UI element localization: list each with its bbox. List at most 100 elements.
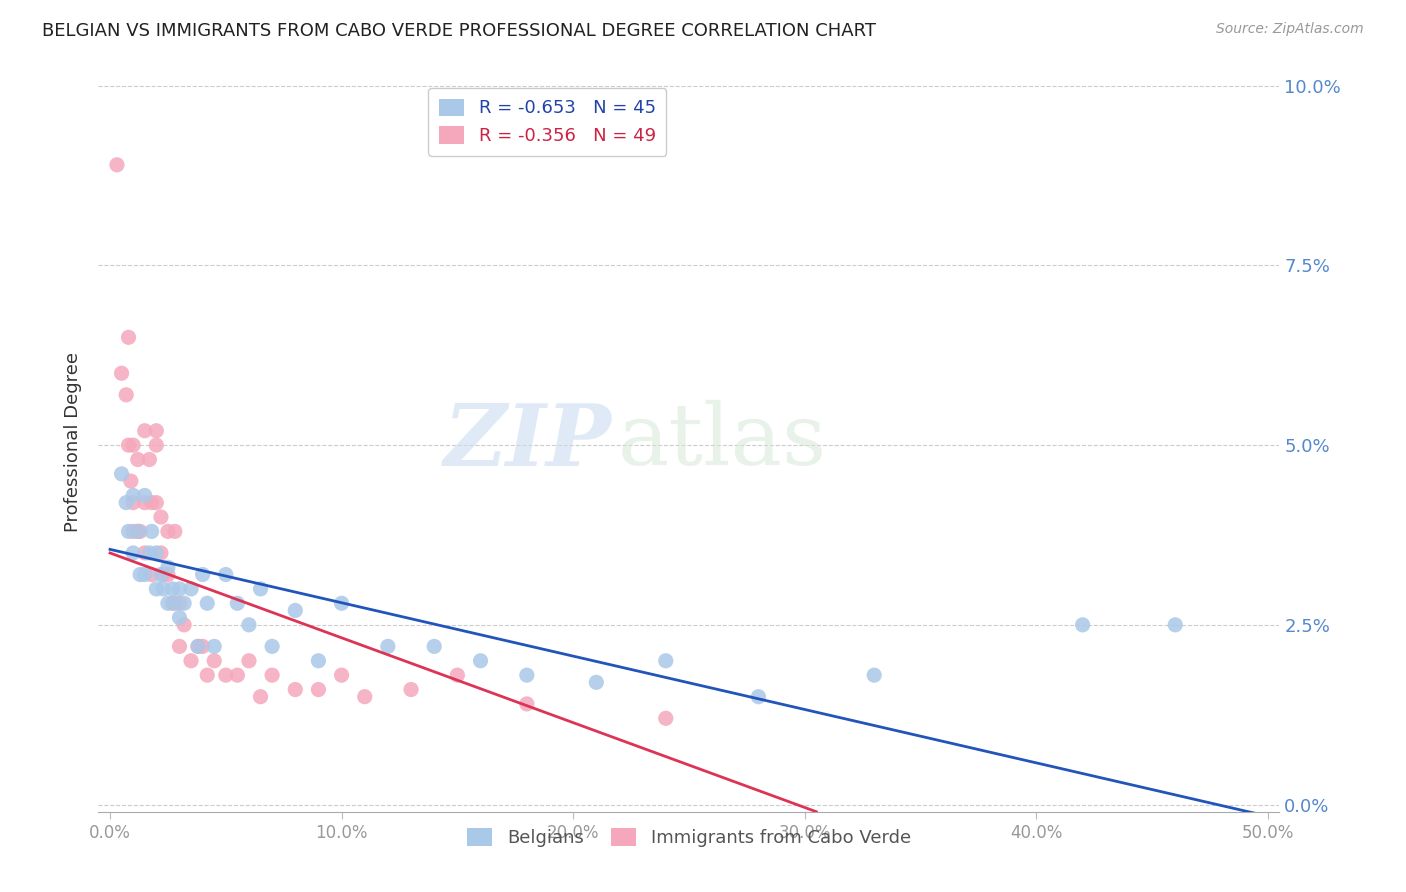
Point: [284, 603, 307, 617]
Point: [187, 640, 209, 654]
Point: [169, 610, 191, 624]
Point: [110, 366, 132, 380]
Point: [127, 452, 149, 467]
Point: [141, 567, 163, 582]
Point: [516, 668, 538, 682]
Point: [156, 596, 179, 610]
Point: [152, 582, 174, 596]
Point: [152, 567, 174, 582]
Point: [330, 596, 353, 610]
Point: [141, 524, 163, 539]
Point: [156, 524, 179, 539]
Point: [145, 546, 167, 560]
Point: [191, 567, 214, 582]
Point: [516, 697, 538, 711]
Point: [134, 567, 156, 582]
Point: [249, 690, 271, 704]
Point: [117, 524, 139, 539]
Point: [134, 546, 156, 560]
Point: [238, 617, 260, 632]
Point: [262, 668, 284, 682]
Text: Source: ZipAtlas.com: Source: ZipAtlas.com: [1216, 22, 1364, 37]
Point: [122, 546, 145, 560]
Point: [202, 654, 225, 668]
Point: [446, 668, 468, 682]
Point: [377, 640, 399, 654]
Point: [238, 654, 260, 668]
Point: [156, 567, 179, 582]
Point: [134, 488, 156, 502]
Point: [149, 546, 172, 560]
Point: [307, 654, 329, 668]
Point: [399, 682, 422, 697]
Point: [173, 617, 195, 632]
Point: [187, 640, 209, 654]
Point: [138, 546, 160, 560]
Point: [202, 640, 225, 654]
Point: [191, 640, 214, 654]
Point: [215, 567, 238, 582]
Point: [134, 424, 156, 438]
Point: [129, 524, 152, 539]
Point: [226, 596, 249, 610]
Point: [747, 690, 769, 704]
Point: [122, 495, 145, 509]
Point: [284, 682, 307, 697]
Point: [195, 668, 218, 682]
Point: [169, 596, 191, 610]
Point: [117, 438, 139, 452]
Point: [156, 560, 179, 574]
Point: [423, 640, 446, 654]
Text: ZIP: ZIP: [444, 400, 612, 483]
Point: [115, 495, 138, 509]
Point: [122, 524, 145, 539]
Point: [145, 438, 167, 452]
Point: [1164, 617, 1187, 632]
Point: [149, 510, 172, 524]
Point: [180, 582, 202, 596]
Point: [353, 690, 375, 704]
Point: [149, 567, 172, 582]
Point: [470, 654, 492, 668]
Point: [262, 640, 284, 654]
Point: [195, 596, 218, 610]
Point: [249, 582, 271, 596]
Point: [145, 582, 167, 596]
Point: [162, 596, 184, 610]
Point: [145, 424, 167, 438]
Point: [330, 668, 353, 682]
Point: [138, 452, 160, 467]
Point: [655, 711, 678, 725]
Point: [585, 675, 607, 690]
Point: [134, 495, 156, 509]
Point: [163, 596, 186, 610]
Point: [145, 495, 167, 509]
Point: [307, 682, 329, 697]
Point: [117, 330, 139, 344]
Y-axis label: Professional Degree: Professional Degree: [65, 351, 83, 532]
Point: [122, 438, 145, 452]
Point: [169, 582, 191, 596]
Point: [180, 654, 202, 668]
Point: [110, 467, 132, 481]
Point: [105, 158, 128, 172]
Text: BELGIAN VS IMMIGRANTS FROM CABO VERDE PROFESSIONAL DEGREE CORRELATION CHART: BELGIAN VS IMMIGRANTS FROM CABO VERDE PR…: [42, 22, 876, 40]
Point: [655, 654, 678, 668]
Point: [169, 640, 191, 654]
Point: [215, 668, 238, 682]
Point: [129, 567, 152, 582]
Point: [1071, 617, 1094, 632]
Legend: Belgians, Immigrants from Cabo Verde: Belgians, Immigrants from Cabo Verde: [460, 822, 918, 855]
Point: [173, 596, 195, 610]
Point: [141, 495, 163, 509]
Point: [226, 668, 249, 682]
Point: [115, 388, 138, 402]
Point: [127, 524, 149, 539]
Point: [122, 488, 145, 502]
Point: [127, 524, 149, 539]
Point: [863, 668, 886, 682]
Point: [120, 474, 142, 488]
Text: atlas: atlas: [619, 400, 827, 483]
Point: [162, 582, 184, 596]
Point: [163, 524, 186, 539]
